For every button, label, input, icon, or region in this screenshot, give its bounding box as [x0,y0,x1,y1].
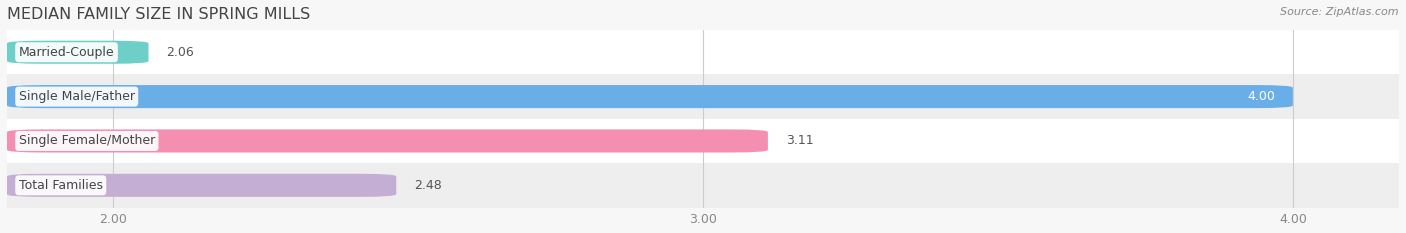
Text: Total Families: Total Families [18,179,103,192]
FancyBboxPatch shape [7,129,768,152]
FancyBboxPatch shape [7,174,396,197]
Bar [7,119,1399,163]
Bar [7,163,1399,208]
Text: MEDIAN FAMILY SIZE IN SPRING MILLS: MEDIAN FAMILY SIZE IN SPRING MILLS [7,7,311,22]
FancyBboxPatch shape [7,85,1294,108]
Text: 2.48: 2.48 [413,179,441,192]
Text: Source: ZipAtlas.com: Source: ZipAtlas.com [1281,7,1399,17]
Text: Single Male/Father: Single Male/Father [18,90,135,103]
Bar [7,30,1399,74]
Bar [7,74,1399,119]
Text: Married-Couple: Married-Couple [18,46,114,59]
Text: 4.00: 4.00 [1247,90,1275,103]
FancyBboxPatch shape [7,41,149,64]
Text: 3.11: 3.11 [786,134,813,147]
Text: Single Female/Mother: Single Female/Mother [18,134,155,147]
Text: 2.06: 2.06 [166,46,194,59]
